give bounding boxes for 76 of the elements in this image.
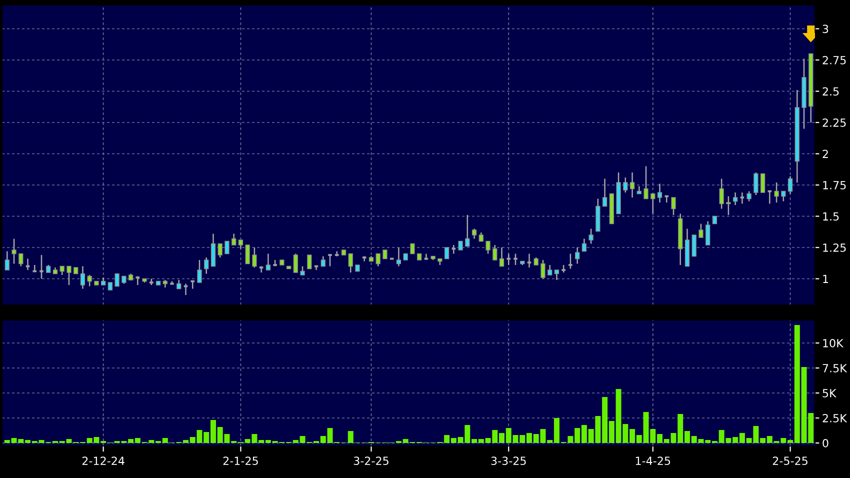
y-tick-label: 1.75 (823, 181, 846, 190)
y-tick-label: 5K (822, 389, 837, 398)
candlestick (465, 214, 470, 247)
candlestick (396, 246, 402, 267)
candlestick (568, 253, 574, 270)
y-tick-label: 1 (823, 274, 828, 283)
candlestick (548, 264, 552, 276)
candlestick (781, 190, 786, 202)
y-tick-label: 2.25 (822, 118, 846, 127)
y-tick-label: 7.5K (822, 364, 848, 372)
candlestick (320, 256, 326, 267)
candlestick (307, 254, 312, 270)
candlestick (733, 192, 738, 206)
candlestick (87, 274, 92, 287)
y-tick-label: 2.75 (822, 56, 846, 64)
candlestick (252, 246, 257, 268)
x-tick-label: 2-1-25 (223, 456, 258, 466)
y-tick-label: 0 (822, 438, 828, 448)
candlestick (293, 253, 298, 274)
candlestick (218, 243, 222, 258)
y-tick-label: 1.25 (823, 243, 846, 252)
x-tick-label: 2-12-24 (82, 456, 124, 465)
candlestick (204, 256, 209, 274)
candlestick (630, 172, 635, 198)
candlestick (18, 253, 24, 267)
candlestick (788, 176, 793, 194)
x-tick-label: 2-5-25 (772, 456, 808, 466)
y-tick-label: 10K (823, 338, 844, 348)
candlestick (210, 233, 216, 267)
y-tick-label: 1.5 (823, 212, 839, 221)
y-tick-label: 2.5K (822, 414, 848, 422)
candlestick (582, 238, 586, 252)
candlestick (4, 250, 10, 271)
candlestick (657, 183, 662, 204)
x-tick-label: 1-4-25 (636, 456, 670, 466)
candlestick (650, 193, 656, 214)
candlestick (224, 240, 230, 254)
candlestick (245, 244, 250, 264)
candlestick (760, 173, 766, 193)
candlestick (754, 172, 758, 196)
candlestick (266, 253, 270, 271)
candlestick (66, 266, 72, 286)
candlestick (726, 196, 731, 216)
candlestick (719, 178, 724, 210)
candlestick (197, 259, 202, 284)
candlestick (12, 238, 16, 264)
candlestick (623, 176, 628, 194)
x-tick-label: 3-2-25 (354, 456, 388, 466)
candlestick (746, 190, 752, 202)
candlestick (232, 233, 236, 246)
candlestick (554, 269, 560, 281)
candlestick (774, 182, 779, 204)
candlestick (698, 223, 704, 238)
candlestick (444, 247, 450, 260)
candlestick (692, 234, 696, 257)
candlestick (575, 246, 580, 264)
candlestick (671, 196, 676, 216)
y-tick-label: 3 (822, 24, 828, 34)
x-tick-label: 3-3-25 (491, 456, 526, 466)
candlestick (114, 273, 120, 287)
candlestick (540, 259, 546, 280)
candlestick (348, 253, 353, 274)
candlestick (472, 228, 477, 240)
candlestick (376, 253, 380, 267)
candlestick (492, 244, 498, 261)
candlestick (588, 228, 594, 244)
y-tick-label: 2 (822, 150, 828, 158)
candlestick (80, 266, 86, 290)
candlestick (327, 254, 333, 267)
candlestick (486, 240, 490, 254)
candlestick (602, 178, 608, 207)
candlestick (499, 246, 504, 267)
y-tick-label: 2.5 (822, 87, 839, 96)
candlestick (644, 166, 648, 200)
candlestick (706, 220, 710, 246)
candlestick (410, 243, 415, 254)
